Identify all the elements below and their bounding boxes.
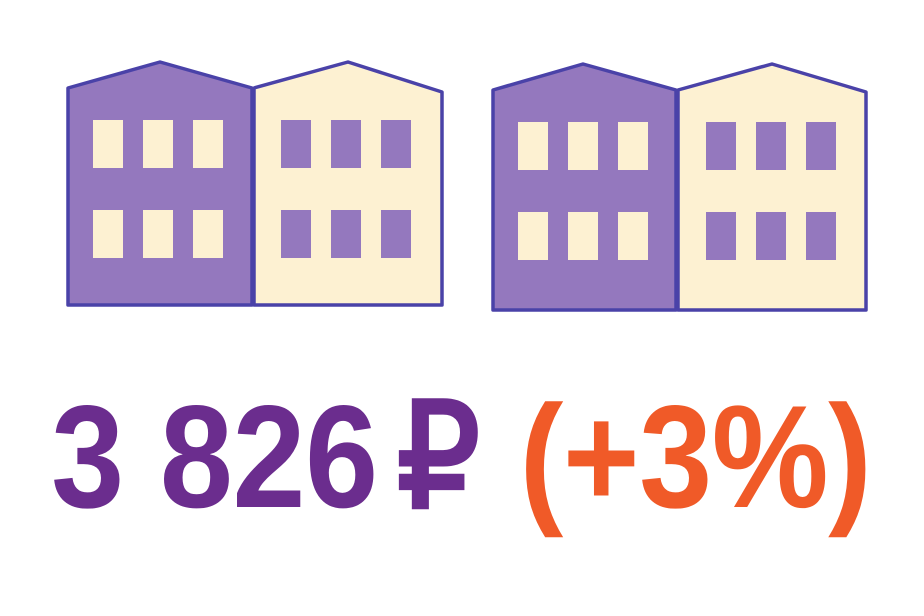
- building-left-cream-half: [252, 60, 444, 307]
- building-right-purple-half: [491, 62, 678, 312]
- window: [281, 120, 311, 168]
- buildings-svg: [66, 60, 868, 312]
- buildings-illustration: [66, 60, 868, 312]
- window: [806, 122, 836, 170]
- window: [93, 120, 123, 168]
- building-pair-left: [66, 60, 444, 307]
- delta-percentage: (+3%): [519, 375, 872, 538]
- window: [143, 210, 173, 258]
- window: [618, 212, 648, 260]
- window: [381, 210, 411, 258]
- window: [568, 122, 598, 170]
- building-body-cream: [676, 62, 868, 312]
- window: [381, 120, 411, 168]
- window: [193, 210, 223, 258]
- building-body-purple: [66, 60, 254, 307]
- window: [806, 212, 836, 260]
- window: [143, 120, 173, 168]
- building-left-purple-half: [66, 60, 254, 307]
- window: [706, 212, 736, 260]
- window: [331, 120, 361, 168]
- price-value: 3 826: [51, 375, 378, 538]
- building-right-cream-half: [676, 62, 868, 312]
- window: [618, 122, 648, 170]
- window: [93, 210, 123, 258]
- window: [331, 210, 361, 258]
- building-body-cream: [252, 60, 444, 307]
- window: [193, 120, 223, 168]
- building-pair-right: [491, 62, 868, 312]
- window: [568, 212, 598, 260]
- window: [706, 122, 736, 170]
- window: [281, 210, 311, 258]
- currency-symbol-ruble: ₽: [396, 375, 480, 538]
- metric-row: 3 826 ₽ (+3%): [0, 372, 924, 542]
- window: [756, 212, 786, 260]
- window: [756, 122, 786, 170]
- window: [518, 212, 548, 260]
- building-body-purple: [491, 62, 678, 312]
- window: [518, 122, 548, 170]
